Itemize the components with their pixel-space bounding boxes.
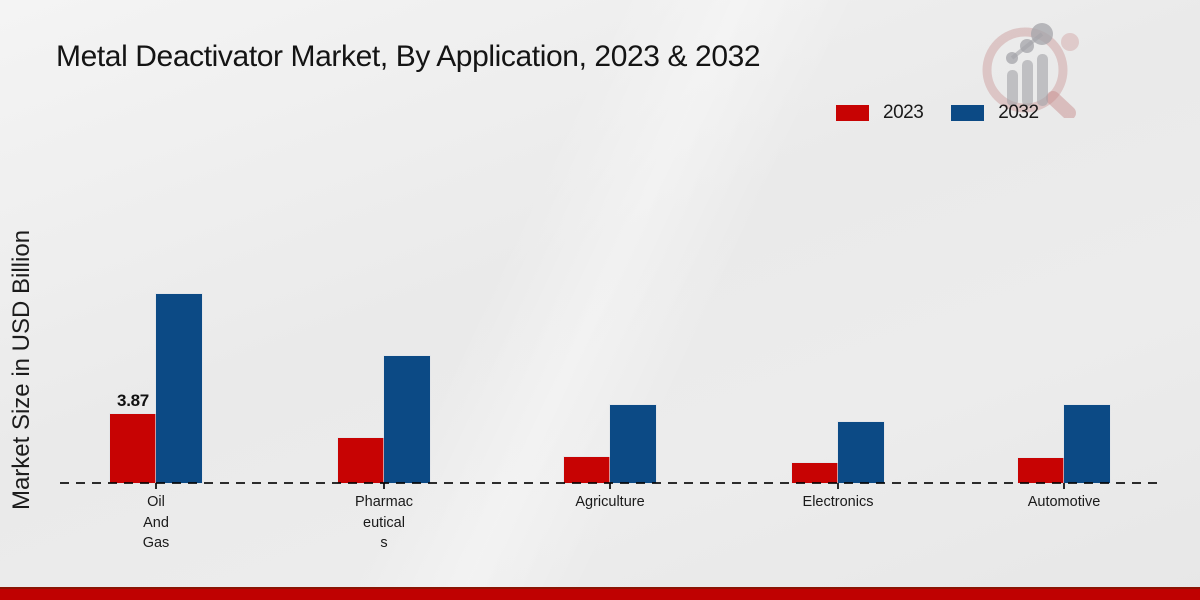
category-label-oil-and-gas: Oil And Gas xyxy=(86,492,226,554)
x-axis-tick-agriculture xyxy=(609,483,611,489)
category-label-electronics: Electronics xyxy=(768,492,908,513)
bar-2023-agriculture xyxy=(564,457,610,483)
bar-2032-oil-and-gas xyxy=(156,294,202,483)
bar-2032-electronics xyxy=(838,422,884,483)
category-label-agriculture: Agriculture xyxy=(540,492,680,513)
market-research-future-logo-watermark xyxy=(982,23,1079,118)
category-label-line: Automotive xyxy=(1027,494,1101,510)
x-axis-tick-automotive xyxy=(1063,483,1065,489)
bar-2023-automotive xyxy=(1018,458,1064,483)
category-label-line: Gas xyxy=(142,535,170,552)
category-label-line: s xyxy=(380,535,388,552)
legend-item-2023: 2023 xyxy=(836,102,924,124)
legend: 2023 2032 xyxy=(836,102,1039,124)
category-label-pharmaceuticals: Pharmac eutical s xyxy=(314,492,454,554)
value-label-2023-oil-and-gas: 3.87 xyxy=(117,391,149,410)
bar-2032-agriculture xyxy=(610,405,656,483)
footer-accent-bar xyxy=(0,587,1200,600)
legend-swatch-2032 xyxy=(951,105,985,121)
category-label-line: Oil xyxy=(147,494,165,510)
x-axis-tick-electronics xyxy=(837,483,839,489)
category-label-line: Agriculture xyxy=(575,494,645,510)
legend-label-2023: 2023 xyxy=(883,102,924,123)
category-label-automotive: Automotive xyxy=(994,492,1134,513)
bar-2032-pharmaceuticals xyxy=(384,356,430,483)
bar-2023-oil-and-gas xyxy=(110,414,156,483)
bar-2032-automotive xyxy=(1064,405,1110,483)
bar-2023-electronics xyxy=(792,463,838,483)
x-axis-tick-pharmaceuticals xyxy=(383,483,385,489)
chart-title: Metal Deactivator Market, By Application… xyxy=(56,40,761,73)
category-label-line: Electronics xyxy=(802,494,874,510)
category-label-line: And xyxy=(143,514,169,531)
bar-2023-pharmaceuticals xyxy=(338,438,384,483)
category-label-line: eutical xyxy=(363,514,405,531)
legend-label-2032: 2032 xyxy=(998,102,1039,123)
x-axis-tick-oil-and-gas xyxy=(155,483,157,489)
legend-swatch-2023 xyxy=(836,105,869,121)
category-label-line: Pharmac xyxy=(354,494,414,510)
zero-baseline-dashed xyxy=(60,482,1157,484)
legend-item-2032: 2032 xyxy=(951,102,1039,124)
